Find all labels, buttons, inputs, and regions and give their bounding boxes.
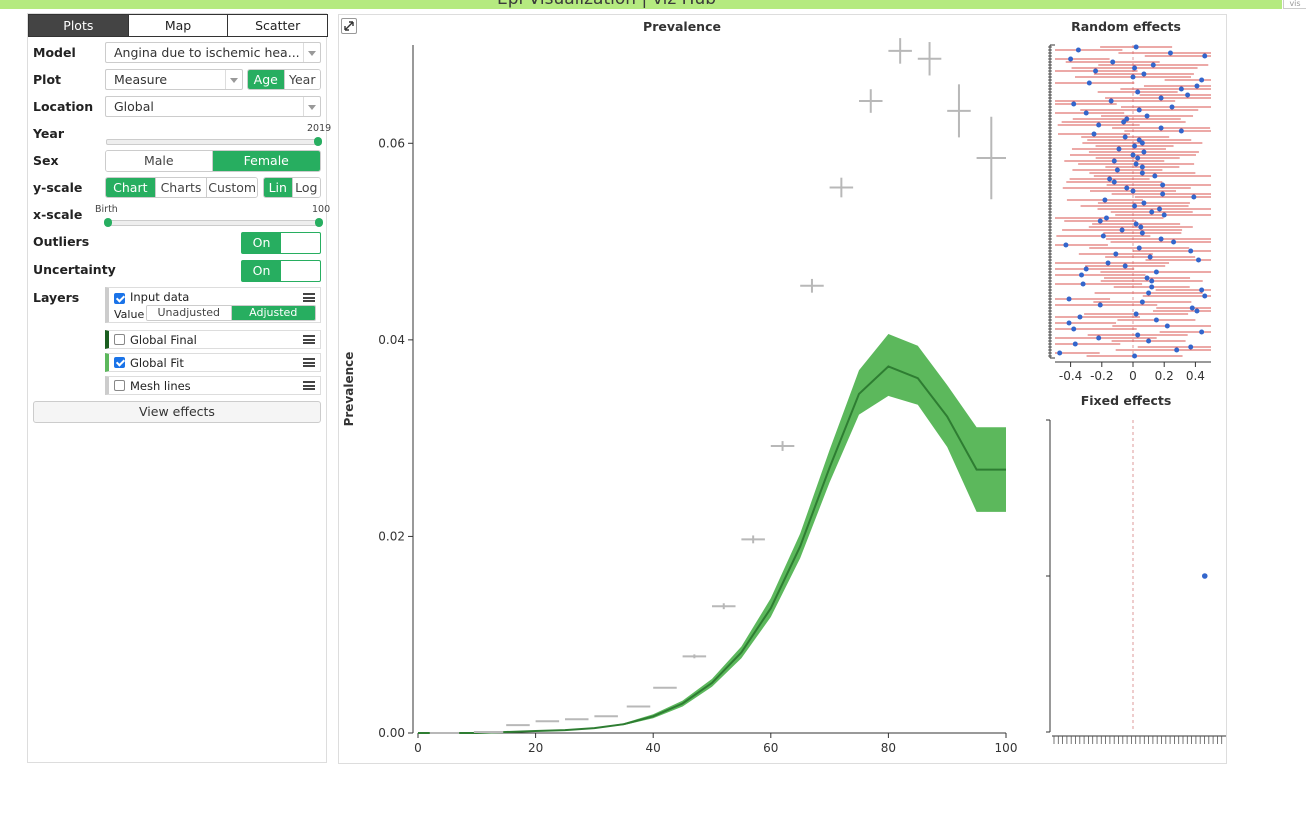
expand-icon[interactable] <box>341 18 357 34</box>
model-label: Model <box>33 45 76 60</box>
uncertainty-toggle[interactable]: On <box>241 260 321 282</box>
menu-icon[interactable] <box>303 293 315 302</box>
age-button[interactable]: Age <box>248 70 285 89</box>
global-fit-label: Global Fit <box>130 356 184 370</box>
control-panel: Plots Map Scatter Model Angina due to is… <box>27 13 331 763</box>
global-final-checkbox[interactable] <box>114 334 125 345</box>
global-final-label: Global Final <box>130 333 197 347</box>
year-value: 2019 <box>307 123 332 134</box>
layer-global-final: Global Final <box>105 330 321 349</box>
yscale-group: Chart Charts Custom <box>105 177 258 198</box>
app-title: Epi Visualization | viz Hub <box>497 0 716 9</box>
location-select[interactable]: Global <box>105 96 321 117</box>
tab-plots[interactable]: Plots <box>29 15 129 36</box>
log-button[interactable]: Log <box>292 178 320 197</box>
input-data-checkbox[interactable] <box>114 293 125 304</box>
chevron-down-icon <box>225 70 242 89</box>
year-label: Year <box>33 126 64 141</box>
yscale-type-group: Lin Log <box>263 177 321 198</box>
tab-map[interactable]: Map <box>128 15 229 36</box>
menu-icon[interactable] <box>303 358 315 367</box>
location-label: Location <box>33 99 94 114</box>
unadjusted-button[interactable]: Unadjusted <box>147 306 232 320</box>
year-slider-handle[interactable] <box>314 137 322 146</box>
outliers-label: Outliers <box>33 234 90 249</box>
yscale-label: y-scale <box>33 180 83 195</box>
uncertainty-toggle-on: On <box>242 261 281 281</box>
view-effects-button[interactable]: View effects <box>33 401 321 423</box>
sex-group: Male Female <box>105 150 321 172</box>
year-slider[interactable] <box>106 137 322 146</box>
model-select[interactable]: Angina due to ischemic hea... <box>105 42 321 63</box>
adjusted-button[interactable]: Adjusted <box>231 306 315 320</box>
lin-button[interactable]: Lin <box>264 178 293 197</box>
input-data-label: Input data <box>130 290 190 304</box>
view-tabs: Plots Map Scatter <box>28 14 328 37</box>
plot-panel <box>338 14 1227 764</box>
xscale-max: 100 <box>312 204 331 215</box>
outliers-toggle[interactable]: On <box>241 232 321 254</box>
plot-mode-group: Age Year <box>247 69 321 90</box>
xscale-max-handle[interactable] <box>315 218 323 227</box>
uncertainty-label: Uncertainty <box>33 262 116 277</box>
layers-label: Layers <box>33 290 80 305</box>
year-button[interactable]: Year <box>284 70 320 89</box>
location-value: Global <box>114 99 154 114</box>
outliers-toggle-on: On <box>242 233 281 253</box>
plot-value: Measure <box>114 72 168 87</box>
xscale-label: x-scale <box>33 207 83 222</box>
xscale-min-handle[interactable] <box>104 218 112 227</box>
model-value: Angina due to ischemic hea... <box>114 45 300 60</box>
male-button[interactable]: Male <box>106 151 213 171</box>
custom-button[interactable]: Custom <box>207 178 257 197</box>
value-label: Value <box>114 308 145 321</box>
corner-tag: vis <box>1283 0 1306 9</box>
xscale-slider[interactable] <box>104 218 323 227</box>
global-fit-checkbox[interactable] <box>114 357 125 368</box>
xscale-min: Birth <box>95 204 118 215</box>
charts-button[interactable]: Charts <box>155 178 208 197</box>
tab-scatter[interactable]: Scatter <box>228 15 328 36</box>
menu-icon[interactable] <box>303 335 315 344</box>
value-group: Unadjusted Adjusted <box>146 305 316 321</box>
chevron-down-icon <box>303 97 320 116</box>
mesh-lines-label: Mesh lines <box>130 379 191 393</box>
layer-global-fit: Global Fit <box>105 353 321 372</box>
sex-label: Sex <box>33 153 59 168</box>
menu-icon[interactable] <box>303 381 315 390</box>
female-button[interactable]: Female <box>212 151 320 171</box>
plot-select[interactable]: Measure <box>105 69 243 90</box>
layer-input-data: Input data Value Unadjusted Adjusted <box>105 287 321 323</box>
layer-mesh-lines: Mesh lines <box>105 376 321 395</box>
chart-button[interactable]: Chart <box>106 178 156 197</box>
app-header: Epi Visualization | viz Hub <box>0 0 1282 9</box>
plot-label: Plot <box>33 72 62 87</box>
mesh-lines-checkbox[interactable] <box>114 380 125 391</box>
chevron-down-icon <box>303 43 320 62</box>
